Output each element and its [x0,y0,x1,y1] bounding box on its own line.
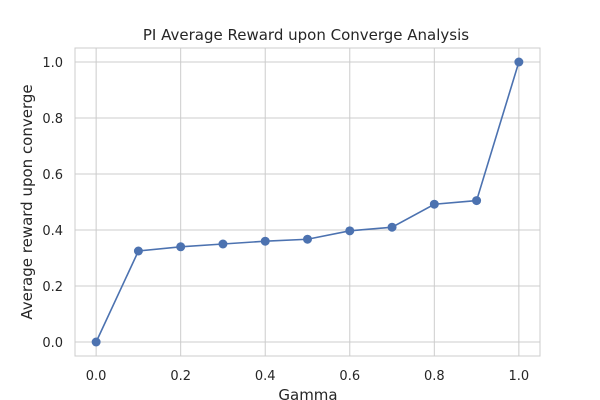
y-tick-label: 0.0 [42,336,63,351]
x-tick-label: 0.0 [86,369,107,384]
data-point [91,337,101,347]
series-group [91,57,524,347]
data-point [176,242,186,252]
data-point [387,222,397,232]
y-tick-label: 0.2 [42,280,63,295]
data-point [260,236,270,246]
y-tick-label: 1.0 [42,56,63,71]
y-tick-labels: 0.0 0.2 0.4 0.6 0.8 1.0 [42,56,63,351]
x-tick-label: 0.8 [424,369,445,384]
data-point [345,226,355,236]
data-point [218,239,228,249]
data-point [133,246,143,256]
x-tick-label: 0.2 [170,369,191,384]
x-axis-label: Gamma [278,386,337,400]
x-tick-label: 1.0 [509,369,530,384]
x-tick-labels: 0.0 0.2 0.4 0.6 0.8 1.0 [86,369,529,384]
y-axis-label: Average reward upon converge [18,84,36,319]
y-tick-label: 0.4 [42,224,63,239]
data-point [429,199,439,209]
y-tick-label: 0.8 [42,112,63,127]
x-tick-label: 0.6 [339,369,360,384]
y-tick-label: 0.6 [42,168,63,183]
chart-title: PI Average Reward upon Converge Analysis [143,26,469,44]
series-line [95,61,520,343]
grid-lines [75,48,540,356]
plot-area-frame [74,47,541,357]
x-tick-label: 0.4 [255,369,276,384]
data-point [303,234,312,244]
data-point [514,57,524,67]
data-point [472,196,482,206]
